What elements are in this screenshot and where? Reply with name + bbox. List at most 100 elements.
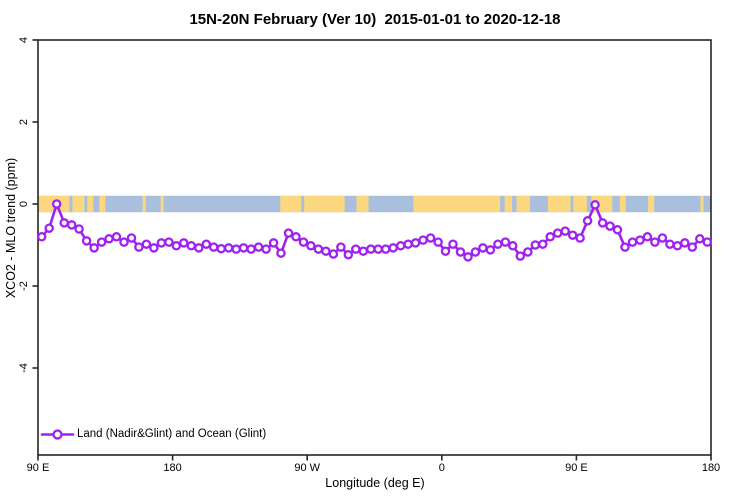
land-patch	[619, 195, 626, 213]
data-point	[597, 218, 608, 228]
data-point	[530, 240, 541, 250]
data-point	[194, 243, 204, 253]
data-point	[560, 226, 570, 236]
data-point	[545, 232, 555, 242]
data-point	[253, 242, 264, 252]
data-point	[246, 244, 256, 254]
data-point	[36, 232, 47, 242]
data-point	[171, 241, 182, 251]
land-patch	[648, 195, 655, 213]
land-patch	[700, 195, 704, 213]
land-patch	[547, 195, 571, 213]
data-point	[81, 236, 92, 246]
data-point	[440, 246, 451, 256]
x-tick-label: 180	[701, 462, 721, 474]
data-point	[702, 237, 713, 247]
data-point	[425, 233, 436, 243]
data-point	[328, 249, 339, 259]
land-patch	[99, 195, 106, 213]
data-point	[366, 244, 376, 254]
data-point	[493, 239, 503, 249]
data-point	[410, 238, 421, 248]
data-point	[500, 237, 511, 247]
data-point	[657, 233, 668, 243]
data-point	[343, 250, 354, 260]
ocean-band	[38, 195, 711, 213]
y-tick-label: -4	[18, 363, 30, 373]
land-patch	[516, 195, 531, 213]
legend-marker-sample	[52, 429, 63, 440]
data-point	[119, 237, 129, 247]
land-patch	[72, 195, 85, 213]
data-point	[567, 230, 578, 240]
data-point	[380, 244, 391, 254]
data-point	[321, 246, 331, 256]
x-tick-label: 180	[163, 462, 182, 474]
land-patch	[280, 195, 302, 213]
data-point	[276, 248, 286, 258]
data-point	[642, 232, 653, 242]
data-point	[44, 223, 54, 233]
x-tick-label: 90 W	[294, 462, 321, 474]
data-point	[283, 228, 294, 238]
data-point	[74, 224, 84, 234]
x-tick-label: 90 E	[26, 462, 50, 474]
data-point	[508, 241, 518, 251]
data-point	[418, 235, 428, 245]
x-axis-label: Longitude (deg E)	[325, 476, 425, 490]
y-tick-label: 4	[18, 36, 30, 44]
land-patch	[304, 195, 345, 213]
data-point	[358, 246, 369, 256]
data-point	[306, 241, 316, 251]
data-point	[126, 233, 137, 243]
land-patch	[356, 195, 369, 213]
land-patch	[413, 195, 501, 213]
data-point	[605, 221, 615, 231]
data-point	[665, 239, 675, 249]
x-tick-label: 0	[438, 462, 445, 474]
land-patch	[573, 195, 587, 213]
y-axis-label: XCO2 - MLO trend (ppm)	[4, 157, 18, 299]
data-point	[291, 232, 301, 242]
data-point	[186, 241, 197, 251]
data-point	[89, 243, 99, 253]
data-point	[395, 241, 406, 251]
land-patch	[160, 195, 164, 213]
data-point	[403, 239, 413, 249]
data-point	[313, 244, 324, 254]
data-point	[695, 234, 705, 244]
data-point	[538, 239, 548, 249]
data-point	[66, 220, 77, 230]
data-point	[164, 237, 174, 247]
legend-label: Land (Nadir&Glint) and Ocean (Glint)	[77, 428, 267, 440]
data-point	[470, 247, 481, 257]
data-point	[111, 232, 122, 242]
data-point	[635, 235, 645, 245]
data-point	[680, 238, 690, 248]
y-tick-label: 2	[18, 118, 30, 126]
data-point	[552, 228, 563, 238]
data-point	[612, 225, 623, 235]
data-point	[179, 238, 189, 248]
data-point	[268, 238, 279, 248]
y-tick-label: 0	[18, 200, 30, 208]
data-point	[51, 199, 62, 209]
data-point	[485, 245, 496, 255]
data-point	[448, 239, 458, 249]
data-point	[582, 216, 593, 226]
data-point	[336, 242, 346, 252]
data-point	[463, 252, 473, 262]
land-patch	[504, 195, 513, 213]
data-point	[238, 243, 249, 253]
data-point	[134, 242, 144, 252]
data-point	[201, 239, 212, 249]
data-point	[515, 251, 526, 261]
data-point	[650, 237, 660, 247]
data-point	[388, 243, 398, 253]
land-patch	[87, 195, 94, 213]
data-point	[298, 237, 309, 247]
data-point	[433, 237, 443, 247]
data-point	[208, 242, 219, 252]
